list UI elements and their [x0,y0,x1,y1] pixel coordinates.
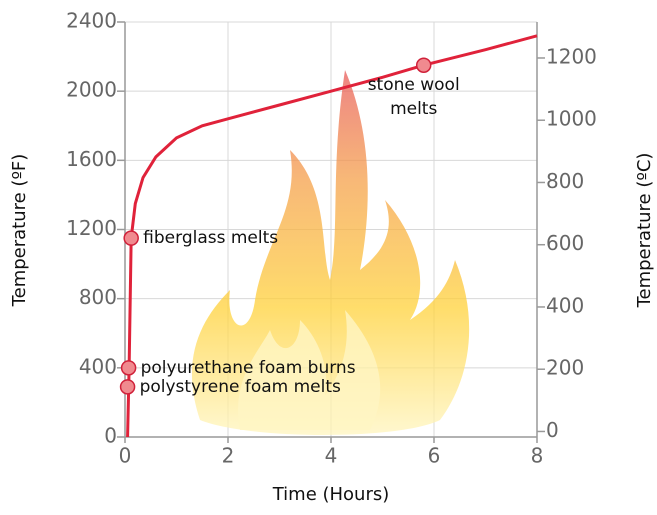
annotation-marker [124,231,138,245]
x-tick-label: 6 [428,444,441,468]
y-tick-label: 2400 [66,9,117,33]
y-tick-label: 1200 [66,216,117,240]
y-tick-label: 2000 [66,78,117,102]
y2-tick-label: 400 [546,293,584,317]
annotation-marker [417,58,431,72]
chart: 0246804008001200160020002400020040060080… [0,0,657,515]
annotation-label: stone wool [368,75,460,95]
y-tick-label: 0 [104,424,117,448]
y-tick-label: 800 [79,285,117,309]
y2-tick-label: 1000 [546,107,597,131]
x-tick-label: 4 [325,444,338,468]
y2-axis-title: Temperature (ºC) [634,153,655,309]
y-tick-label: 1600 [66,147,117,171]
y2-tick-label: 1200 [546,44,597,68]
y-axis-title: Temperature (ºF) [9,154,30,308]
y2-tick-label: 600 [546,231,584,255]
x-tick-label: 2 [222,444,235,468]
annotation-label: polystyrene foam melts [140,377,341,397]
annotation-marker [121,380,135,394]
annotation-label: fiberglass melts [143,228,278,248]
x-tick-label: 0 [119,444,132,468]
x-axis-title: Time (Hours) [272,484,390,505]
annotation-label: polyurethane foam burns [141,358,356,378]
x-tick-label: 8 [531,444,544,468]
y2-tick-label: 0 [546,418,559,442]
y-tick-label: 400 [79,354,117,378]
y2-tick-label: 200 [546,356,584,380]
annotation-marker [122,361,136,375]
annotation-label: melts [390,99,437,119]
y2-tick-label: 800 [546,169,584,193]
